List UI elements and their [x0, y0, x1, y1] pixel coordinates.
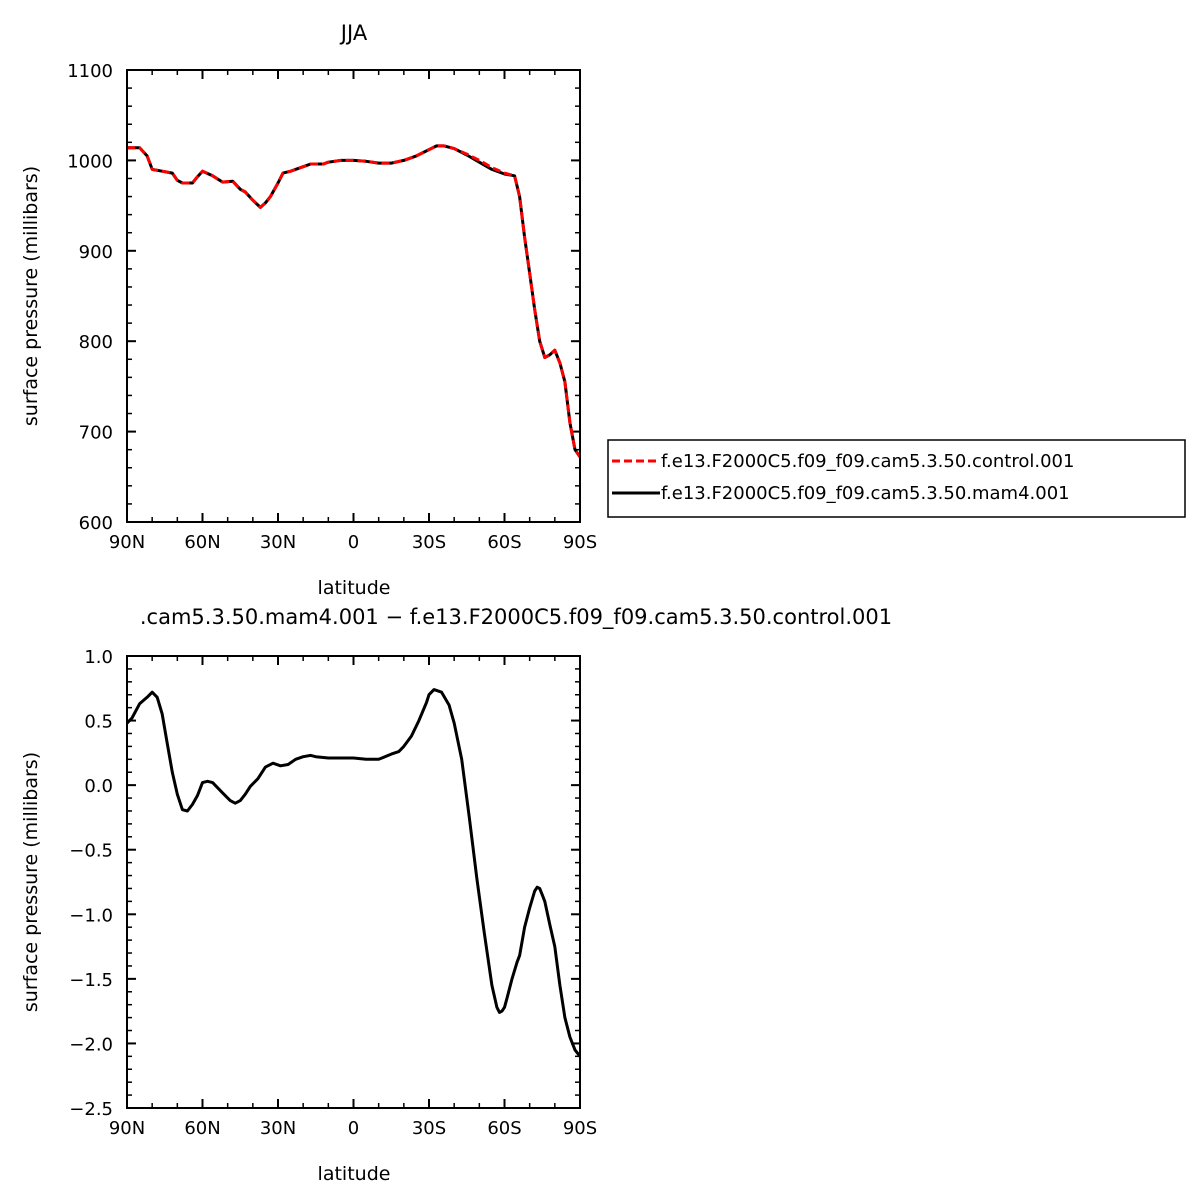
- y-tick-label: −1.5: [69, 970, 113, 991]
- legend-box: [607, 439, 1186, 518]
- y-tick-label: −2.0: [69, 1034, 113, 1055]
- y-tick-label: −0.5: [69, 841, 113, 862]
- x-tick-label: 30S: [412, 532, 446, 553]
- series-line-mam4: [125, 688, 582, 1058]
- y-tick-label: 0.5: [84, 712, 113, 733]
- x-tick-label: 0: [348, 1118, 359, 1139]
- top-tick-labels: 90N 60N 30N 0 30S 60S 90S 1100 1000 900 800 700 600: [67, 61, 597, 553]
- series-line-mam4: [127, 144, 582, 458]
- x-tick-label: 90N: [109, 532, 145, 553]
- y-tick-label: 1000: [67, 151, 113, 172]
- bottom-tick-labels: 90N 60N 30N 0 30S 60S 90S 1.0 0.5 0.0 −0.5 −1.0 −1.5…: [69, 647, 597, 1139]
- top-chart-title: JJA: [339, 21, 368, 45]
- legend: f.e13.F2000C5.f09_f09.cam5.3.50.control.…: [607, 439, 1186, 518]
- legend-entry-control: f.e13.F2000C5.f09_f09.cam5.3.50.control.…: [661, 451, 1074, 472]
- x-tick-label: 90S: [563, 532, 597, 553]
- bottom-chart-title: .cam5.3.50.mam4.001 − f.e13.F2000C5.f09_…: [140, 605, 892, 630]
- x-tick-label: 60N: [184, 532, 220, 553]
- x-tick-label: 60S: [487, 532, 521, 553]
- x-tick-label: 0: [348, 532, 359, 553]
- y-tick-label: 700: [79, 423, 113, 444]
- y-tick-label: 900: [79, 242, 113, 263]
- y-tick-label: −2.5: [69, 1099, 113, 1120]
- top-x-axis-label: latitude: [318, 577, 391, 599]
- y-tick-label: −1.0: [69, 905, 113, 926]
- y-tick-label: 600: [79, 513, 113, 534]
- x-tick-label: 30S: [412, 1118, 446, 1139]
- top-series-lines: [127, 144, 582, 458]
- bottom-axis-ticks: [126, 655, 581, 1109]
- bottom-plot-frame: [126, 655, 581, 1109]
- top-panel: JJA latitude surface pressure (millibars…: [20, 21, 1186, 599]
- y-tick-label: 0.0: [84, 776, 113, 797]
- bottom-x-axis-label: latitude: [318, 1163, 391, 1185]
- legend-entry-mam4: f.e13.F2000C5.f09_f09.cam5.3.50.mam4.001: [661, 483, 1070, 504]
- x-tick-label: 60N: [184, 1118, 220, 1139]
- x-tick-label: 30N: [260, 1118, 296, 1139]
- bottom-panel: .cam5.3.50.mam4.001 − f.e13.F2000C5.f09_…: [20, 605, 892, 1185]
- y-tick-label: 800: [79, 332, 113, 353]
- series-line-control: [127, 144, 582, 458]
- top-y-axis-label: surface pressure (millibars): [20, 166, 42, 426]
- x-tick-label: 30N: [260, 532, 296, 553]
- top-plot-frame: [126, 69, 581, 523]
- y-tick-label: 1.0: [84, 647, 113, 668]
- x-tick-label: 90N: [109, 1118, 145, 1139]
- y-tick-label: 1100: [67, 61, 113, 82]
- x-tick-label: 60S: [487, 1118, 521, 1139]
- bottom-series-lines: [125, 688, 582, 1058]
- top-axis-ticks: [126, 69, 581, 523]
- bottom-y-axis-label: surface pressure (millibars): [20, 752, 42, 1012]
- x-tick-label: 90S: [563, 1118, 597, 1139]
